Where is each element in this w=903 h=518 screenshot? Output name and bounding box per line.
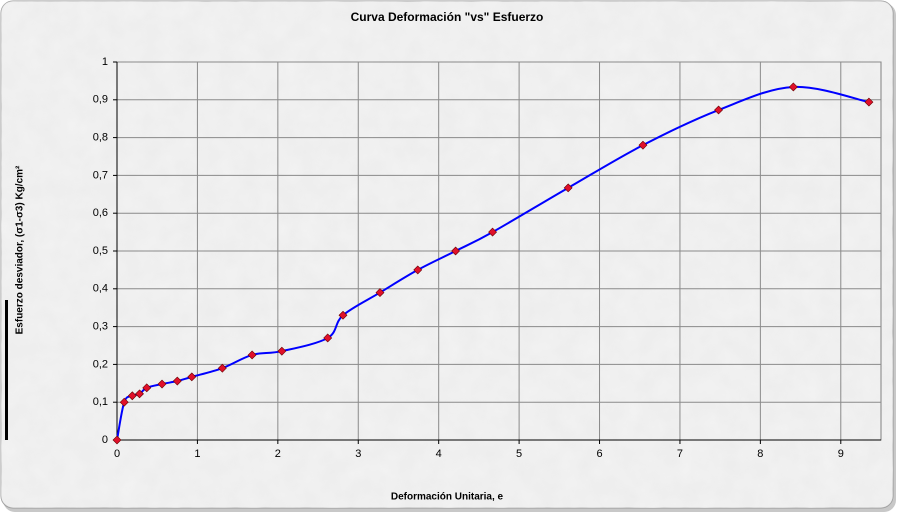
- x-tick-label: 6: [596, 448, 602, 460]
- x-tick-label: 4: [436, 448, 442, 460]
- marker: [172, 376, 182, 386]
- marker: [119, 397, 129, 407]
- y-tick-label: 0,1: [93, 396, 108, 408]
- marker: [142, 383, 152, 393]
- y-tick-label: 0,6: [93, 207, 108, 219]
- y-tick-label: 0,2: [93, 358, 108, 370]
- y-tick-label: 0,5: [93, 245, 108, 257]
- marker: [338, 310, 348, 320]
- x-axis-label: Deformación Unitaria, e: [391, 492, 504, 503]
- edge-bar: [5, 300, 8, 440]
- marker: [323, 333, 333, 343]
- marker: [451, 246, 460, 256]
- marker: [135, 389, 144, 399]
- marker: [563, 183, 573, 193]
- x-tick-label: 2: [275, 448, 281, 460]
- marker: [157, 379, 167, 389]
- marker: [488, 227, 497, 237]
- y-tick-label: 1: [102, 56, 108, 68]
- marker: [277, 346, 287, 356]
- y-tick-label: 0,3: [93, 321, 108, 333]
- marker: [864, 97, 874, 107]
- chart-title: Curva Deformación "vs" Esfuerzo: [351, 10, 544, 24]
- x-tick-label: 9: [838, 448, 844, 460]
- marker: [788, 82, 798, 92]
- y-tick-label: 0,8: [93, 132, 108, 144]
- y-axis-label: Esfuerzo desviador, (σ1-σ3) Kg/cm²: [15, 165, 26, 334]
- marker: [413, 265, 423, 275]
- marker: [112, 435, 122, 445]
- y-tick-label: 0,4: [93, 283, 108, 295]
- y-tick-label: 0,9: [93, 94, 108, 106]
- y-tick-label: 0,7: [93, 169, 108, 181]
- marker: [247, 350, 257, 360]
- y-tick-label: 0: [102, 434, 108, 446]
- marker: [187, 372, 197, 382]
- x-tick-label: 7: [677, 448, 683, 460]
- x-tick-label: 5: [516, 448, 522, 460]
- marker: [714, 105, 723, 115]
- marker: [217, 363, 227, 373]
- x-tick-label: 8: [757, 448, 763, 460]
- marker: [375, 288, 385, 298]
- x-tick-label: 1: [194, 448, 200, 460]
- x-tick-label: 3: [355, 448, 361, 460]
- marker: [127, 391, 137, 401]
- marker: [638, 140, 648, 150]
- x-tick-label: 0: [114, 448, 120, 460]
